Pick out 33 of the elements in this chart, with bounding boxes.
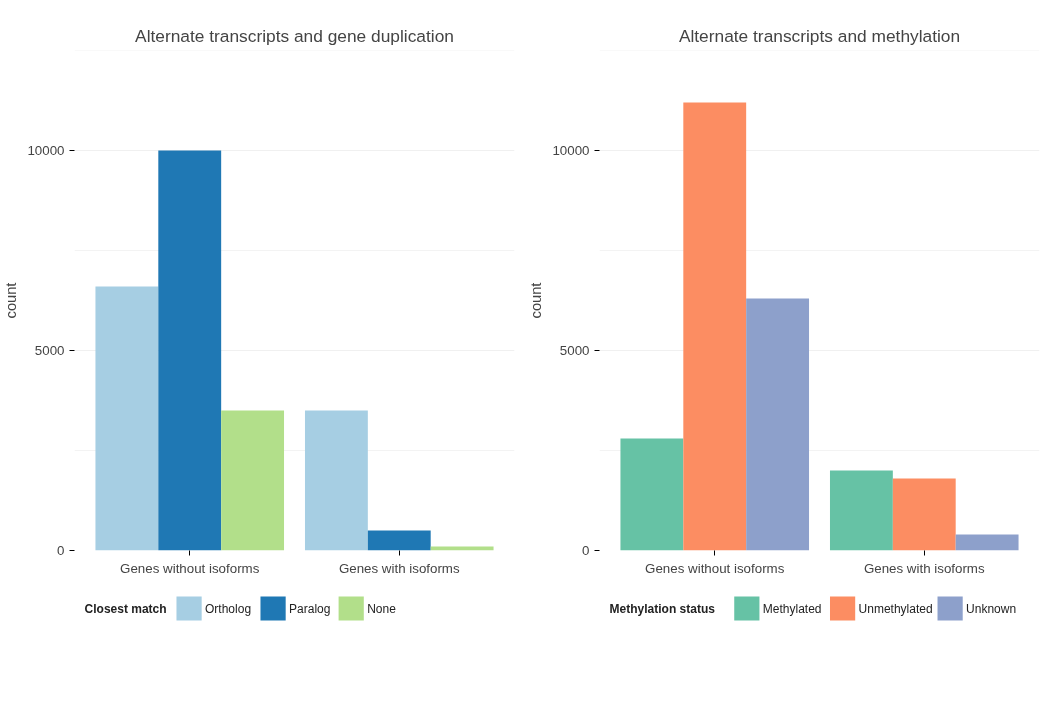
legend-title: Closest match xyxy=(84,601,167,616)
legend-label: Unknown xyxy=(966,601,1017,616)
bar xyxy=(221,410,285,551)
y-axis-title: count xyxy=(528,282,545,319)
bar xyxy=(367,530,431,551)
y-tick-label: 10000 xyxy=(552,143,590,158)
bar xyxy=(955,534,1019,551)
bar xyxy=(304,410,368,551)
y-tick-label: 5000 xyxy=(559,343,590,358)
y-tick-label: 5000 xyxy=(34,343,65,358)
bar xyxy=(620,438,684,551)
legend-title: Methylation status xyxy=(609,601,716,616)
legend-label: Methylated xyxy=(762,601,822,616)
chart-title: Alternate transcripts and gene duplication xyxy=(135,25,454,46)
bar xyxy=(158,150,222,551)
bar xyxy=(95,286,159,551)
x-tick-label: Genes without isoforms xyxy=(645,560,785,576)
x-tick-label: Genes without isoforms xyxy=(120,560,260,576)
y-axis-title: count xyxy=(3,282,20,319)
x-tick-label: Genes with isoforms xyxy=(863,560,985,576)
y-tick-label: 0 xyxy=(57,543,65,558)
legend-label: Ortholog xyxy=(205,601,252,616)
bar xyxy=(683,102,747,551)
legend-label: Unmethylated xyxy=(858,601,933,616)
y-tick-label: 0 xyxy=(582,543,590,558)
x-tick-label: Genes with isoforms xyxy=(338,560,460,576)
legend-label: Paralog xyxy=(289,601,331,616)
bar xyxy=(746,298,810,551)
legend-label: None xyxy=(367,601,397,616)
y-tick-label: 10000 xyxy=(27,143,65,158)
bar xyxy=(829,470,893,551)
chart-title: Alternate transcripts and methylation xyxy=(678,25,961,46)
bar xyxy=(892,478,956,551)
